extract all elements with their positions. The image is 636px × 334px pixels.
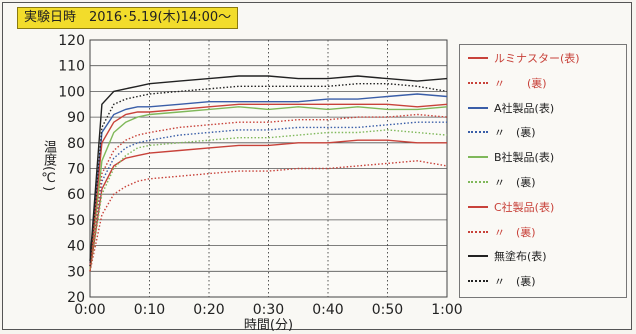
series-line (89, 121, 447, 272)
legend-label: 〃 (裏) (494, 176, 536, 189)
legend-label: 〃 (裏) (494, 225, 536, 239)
legend-item: 〃 (裏) (460, 272, 536, 290)
legend-item: 〃 (裏) (460, 173, 536, 191)
series-line (89, 103, 448, 267)
legend-item: 〃 (裏) (460, 74, 547, 92)
legend-item: ルミナスター(表) (460, 49, 580, 67)
legend-item: C社製品(表) (460, 198, 554, 216)
legend-item: 〃 (裏) (460, 223, 536, 241)
y-tick-label: 90 (67, 110, 85, 126)
series-line (89, 75, 448, 262)
series-line (89, 82, 448, 267)
series-line (89, 93, 448, 264)
y-tick-label: 70 (67, 162, 85, 178)
y-tick-label: 40 (67, 239, 85, 255)
experiment-date-label: 実験日時 2016･5.19(木)14:00～ (17, 7, 239, 29)
legend-swatch (468, 230, 488, 233)
legend-item: A社製品(表) (460, 99, 554, 117)
y-tick-label: 20 (67, 290, 85, 306)
y-tick-label: 30 (67, 264, 85, 280)
legend-label: ルミナスター(表) (494, 52, 580, 65)
legend-swatch (468, 156, 488, 159)
x-tick-label: 0:00 (74, 302, 105, 318)
legend-swatch (468, 280, 488, 283)
legend-swatch (468, 181, 488, 183)
legend-label: A社製品(表) (494, 101, 555, 115)
legend-item: 〃 (裏) (460, 123, 536, 141)
y-axis-title: 温度(℃) (40, 140, 56, 195)
legend-swatch (468, 205, 488, 208)
y-tick-label: 110 (58, 59, 85, 75)
y-tick-label: 100 (58, 84, 85, 100)
legend-swatch (468, 81, 488, 84)
legend-swatch (468, 131, 488, 134)
x-tick-label: 0:10 (134, 302, 165, 318)
legend-label: C社製品(表) (494, 200, 555, 214)
legend-swatch (468, 57, 488, 59)
legend-swatch (468, 255, 488, 258)
legend-swatch (468, 106, 488, 109)
legend-label: 〃 (裏) (494, 275, 536, 289)
x-tick-label: 0:20 (193, 302, 224, 318)
legend-label: 〃 (裏) (494, 126, 536, 140)
series-line (89, 139, 447, 272)
legend-item: B社製品(表) (460, 148, 554, 166)
series-line (89, 129, 448, 272)
y-tick-label: 120 (58, 33, 85, 49)
series-line (89, 113, 448, 272)
x-tick-label: 0:50 (372, 302, 403, 318)
y-tick-label: 80 (67, 136, 85, 152)
y-axis-title-text: 温度(℃) (41, 140, 56, 192)
legend-label: 無塗布(表) (494, 250, 547, 264)
legend-label: 〃 (裏) (494, 76, 547, 90)
x-tick-label: 0:30 (253, 302, 284, 318)
legend: ルミナスター(表) 〃 (裏) A社製品(表) 〃 (裏) B社製品(表) 〃 (裏) C社… (459, 44, 627, 298)
x-axis-title: 時間(分) (244, 318, 293, 333)
y-tick-label: 60 (67, 187, 85, 203)
x-tick-label: 0:40 (312, 302, 343, 318)
series-line (89, 106, 448, 269)
x-tick-label: 1:00 (431, 302, 462, 318)
series-line (89, 160, 448, 272)
legend-item: 無塗布(表) (460, 247, 547, 265)
y-tick-label: 50 (67, 213, 85, 229)
legend-label: B社製品(表) (494, 151, 555, 165)
